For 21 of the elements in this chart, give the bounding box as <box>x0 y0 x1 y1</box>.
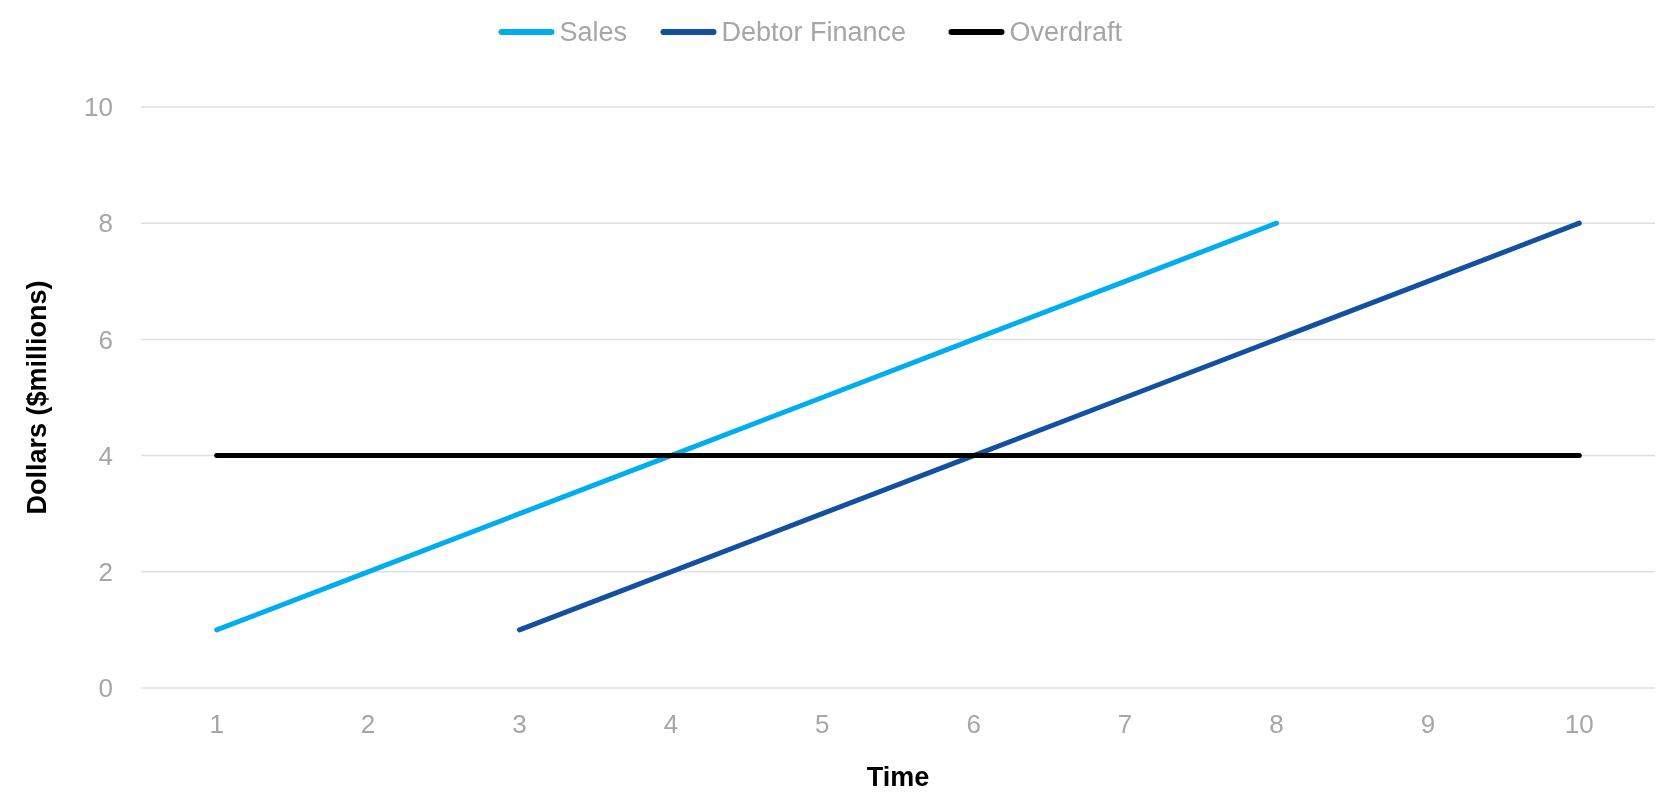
x-tick-label: 10 <box>1564 709 1594 739</box>
y-tick-label: 0 <box>98 673 113 704</box>
x-tick-label: 6 <box>966 709 981 739</box>
x-tick-label: 1 <box>209 709 224 739</box>
y-tick-label: 6 <box>98 324 113 355</box>
y-tick-label: 4 <box>98 440 113 471</box>
x-tick-label: 2 <box>360 709 376 739</box>
x-tick-label: 3 <box>512 709 527 739</box>
legend-label: Debtor Finance <box>721 17 907 48</box>
y-axis-title: Dollars ($millions) <box>22 280 52 515</box>
x-axis-title: Time <box>866 762 930 792</box>
legend-label: Overdraft <box>1009 17 1123 48</box>
x-tick-label: 9 <box>1420 709 1436 739</box>
y-tick-label: 10 <box>84 92 113 123</box>
x-tick-label: 4 <box>663 709 679 739</box>
x-tick-label: 7 <box>1117 709 1133 739</box>
x-tick-label: 5 <box>815 709 830 739</box>
legend-label: Sales <box>559 17 628 48</box>
y-tick-label: 2 <box>98 556 113 587</box>
x-tick-label: 8 <box>1269 709 1284 739</box>
y-tick-label: 8 <box>98 208 113 239</box>
